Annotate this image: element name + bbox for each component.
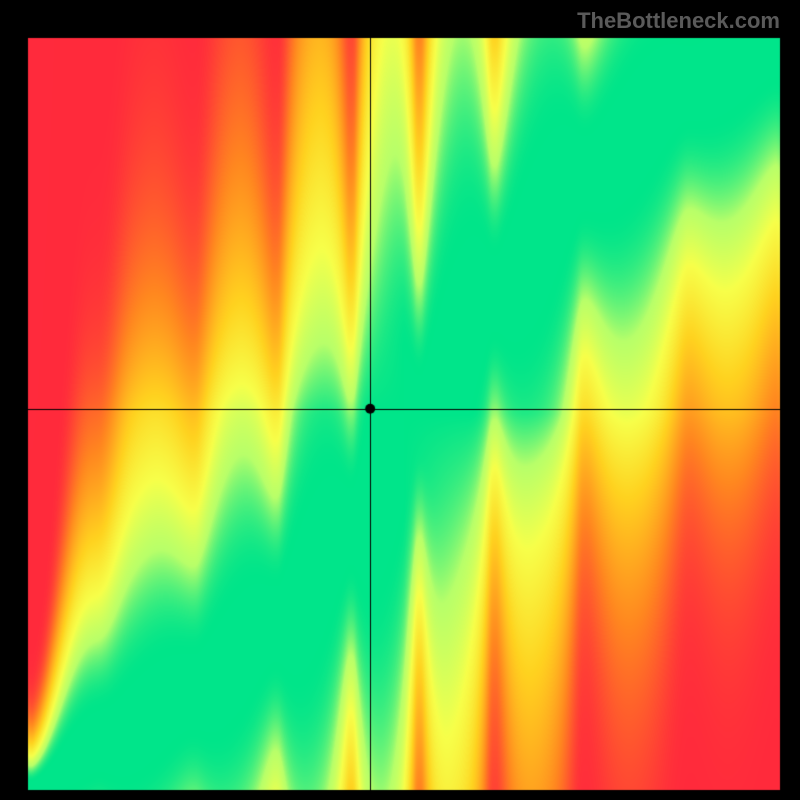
- bottleneck-heatmap: [0, 0, 800, 800]
- watermark-text: TheBottleneck.com: [577, 8, 780, 34]
